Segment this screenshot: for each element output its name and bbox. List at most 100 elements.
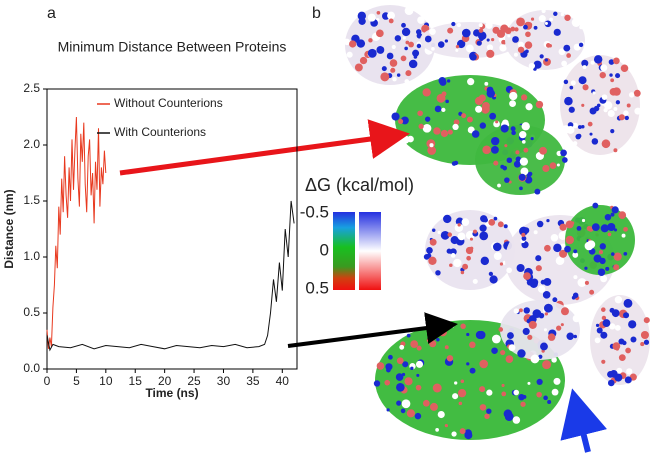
- atom: [441, 107, 446, 112]
- atom: [551, 357, 557, 363]
- atom: [479, 359, 489, 369]
- atom: [598, 250, 604, 255]
- atom: [501, 391, 507, 397]
- y-tick-label: 2.0: [23, 137, 40, 151]
- colorbar: [333, 212, 355, 290]
- atom: [614, 325, 621, 331]
- atom: [599, 257, 606, 265]
- atom: [479, 224, 487, 232]
- atom: [600, 224, 609, 233]
- atom: [569, 85, 574, 90]
- atom: [479, 404, 487, 411]
- atom: [429, 238, 437, 246]
- atom: [500, 349, 506, 356]
- y-tick-label: 1.5: [23, 193, 40, 207]
- atom: [543, 277, 552, 286]
- atom: [536, 391, 542, 398]
- atom: [568, 106, 575, 113]
- atom: [582, 84, 589, 91]
- atom: [544, 312, 549, 316]
- atom: [609, 73, 613, 77]
- atom: [398, 118, 404, 124]
- atom: [486, 38, 490, 42]
- atom: [457, 39, 466, 49]
- x-tick-label: 15: [129, 374, 143, 388]
- atom: [560, 12, 565, 17]
- atom: [489, 112, 497, 120]
- atom: [519, 130, 527, 139]
- x-tick-label: 35: [246, 374, 260, 388]
- atom: [549, 162, 557, 170]
- atom: [515, 150, 520, 155]
- atom: [512, 36, 519, 43]
- atom: [533, 25, 538, 30]
- atom: [613, 57, 620, 65]
- atom: [581, 124, 585, 129]
- y-tick-label: 2.5: [23, 81, 40, 95]
- atom: [600, 275, 608, 283]
- atom: [446, 79, 451, 83]
- atom: [457, 388, 467, 398]
- atom: [602, 319, 611, 327]
- atom: [518, 173, 526, 181]
- atom: [530, 137, 534, 141]
- colorbar-tick-label: 0: [320, 240, 329, 259]
- atom: [416, 43, 422, 49]
- atom: [438, 328, 447, 337]
- atom: [543, 328, 547, 332]
- atom: [464, 429, 472, 437]
- colorbar-title: ΔG (kcal/mol): [305, 175, 414, 195]
- atom: [489, 275, 498, 284]
- atom: [530, 17, 535, 21]
- atom: [478, 28, 484, 33]
- atom: [525, 103, 533, 111]
- atom: [357, 11, 367, 21]
- atom: [504, 177, 510, 183]
- atom: [563, 79, 569, 85]
- atom: [450, 323, 455, 328]
- atom: [457, 232, 466, 241]
- atom: [607, 222, 616, 232]
- atom: [623, 226, 628, 232]
- atom: [469, 53, 477, 61]
- atom: [553, 377, 561, 385]
- atom: [410, 340, 419, 348]
- atom: [561, 60, 568, 67]
- atom: [520, 401, 526, 407]
- atom: [343, 38, 351, 46]
- atom: [541, 8, 546, 14]
- atom: [493, 120, 500, 128]
- atom: [573, 275, 578, 280]
- atom: [479, 122, 487, 129]
- atom: [417, 110, 423, 117]
- atom: [429, 143, 434, 148]
- atom: [579, 25, 584, 30]
- atom: [517, 41, 524, 48]
- atom: [484, 413, 490, 420]
- atom: [484, 81, 489, 86]
- atom: [405, 70, 412, 77]
- colorbar-tick-label: 0.5: [305, 278, 329, 297]
- atom: [396, 73, 401, 77]
- plot-frame: [46, 88, 298, 370]
- atom: [486, 389, 493, 396]
- atom: [577, 278, 587, 287]
- atom: [406, 409, 415, 418]
- atom: [542, 291, 551, 299]
- atom: [500, 164, 505, 169]
- atom: [408, 59, 418, 69]
- atom: [491, 38, 495, 42]
- atom: [565, 220, 574, 229]
- x-tick-label: 40: [276, 374, 290, 388]
- atom: [396, 383, 405, 392]
- atom: [512, 416, 521, 424]
- atom: [610, 212, 615, 217]
- atom: [433, 127, 441, 135]
- atom: [564, 14, 571, 21]
- atom: [491, 334, 501, 344]
- atom: [436, 338, 440, 342]
- atom: [432, 383, 442, 393]
- atom: [447, 232, 453, 237]
- atom: [518, 393, 525, 401]
- atom: [444, 423, 448, 428]
